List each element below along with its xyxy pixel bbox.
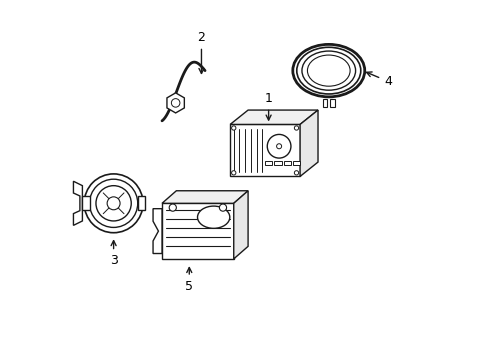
Bar	[283, 161, 290, 165]
Bar	[137, 197, 144, 210]
Text: 2: 2	[197, 31, 205, 73]
Bar	[274, 161, 281, 165]
Ellipse shape	[171, 99, 180, 107]
Polygon shape	[162, 203, 233, 259]
Polygon shape	[300, 110, 317, 176]
Polygon shape	[230, 125, 300, 176]
Ellipse shape	[296, 47, 360, 94]
Bar	[323, 99, 326, 107]
Circle shape	[267, 134, 290, 158]
Text: 4: 4	[366, 72, 391, 88]
Polygon shape	[153, 209, 162, 253]
Circle shape	[231, 171, 235, 175]
Bar	[329, 99, 334, 107]
Polygon shape	[166, 93, 184, 113]
Circle shape	[294, 126, 298, 130]
Circle shape	[294, 171, 298, 175]
Bar	[292, 161, 300, 165]
Circle shape	[89, 179, 138, 228]
Text: 3: 3	[109, 240, 117, 267]
Circle shape	[84, 174, 142, 233]
Polygon shape	[233, 191, 247, 259]
Circle shape	[169, 204, 176, 211]
Polygon shape	[162, 191, 247, 203]
Text: 1: 1	[264, 92, 272, 120]
Bar	[264, 161, 272, 165]
Circle shape	[107, 197, 120, 210]
Ellipse shape	[197, 206, 229, 228]
Polygon shape	[230, 110, 317, 125]
Polygon shape	[73, 181, 82, 225]
Circle shape	[231, 126, 235, 130]
Circle shape	[96, 186, 131, 221]
Ellipse shape	[307, 55, 349, 86]
Text: 5: 5	[185, 267, 193, 293]
Bar	[82, 197, 89, 210]
Ellipse shape	[292, 44, 364, 97]
Circle shape	[219, 204, 226, 211]
Ellipse shape	[301, 51, 355, 90]
Circle shape	[276, 144, 281, 149]
